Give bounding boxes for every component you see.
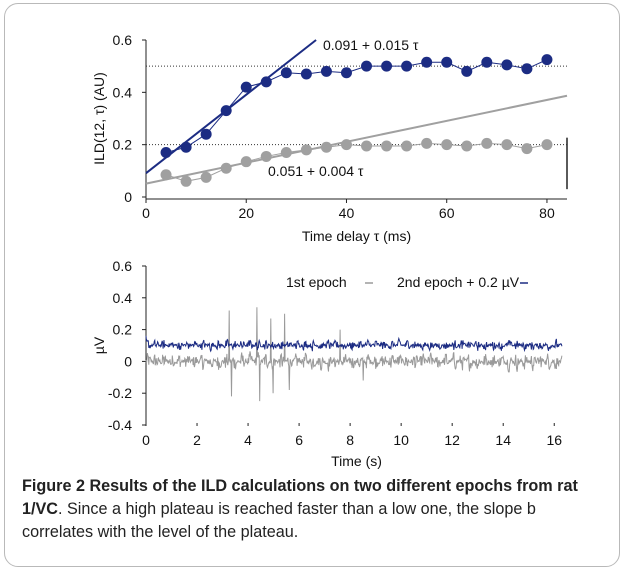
data-point <box>541 54 553 66</box>
data-point <box>361 140 373 152</box>
data-point <box>240 156 252 168</box>
bottom-x-tick-label: 4 <box>244 432 252 448</box>
fit-line-series-2 <box>145 94 568 185</box>
trace-1st-epoch <box>145 307 563 402</box>
top-y-tick-label: 0.4 <box>113 84 133 100</box>
data-point <box>340 67 352 79</box>
bottom-y-tick-label: 0 <box>124 353 132 369</box>
data-point <box>240 81 252 93</box>
bottom-x-tick-label: 16 <box>546 432 562 448</box>
data-point <box>280 147 292 159</box>
data-point <box>160 169 172 181</box>
bottom-x-tick-label: 14 <box>495 432 511 448</box>
data-point <box>300 68 312 80</box>
data-point <box>521 143 533 155</box>
data-point <box>220 162 232 174</box>
caption-text: . Since a high plateau is reached faster… <box>22 500 536 541</box>
top-x-tick-label: 80 <box>539 205 555 221</box>
fit-annotation-series-1: 0.091 + 0.015 τ <box>323 37 419 53</box>
data-point <box>441 56 453 68</box>
bottom-y-tick-label: -0.4 <box>108 417 132 433</box>
data-point <box>521 63 533 75</box>
top-x-tick-label: 0 <box>142 205 150 221</box>
data-point <box>340 139 352 151</box>
legend-label-2nd-epoch: 2nd epoch + 0.2 µV <box>397 274 520 290</box>
trace-2nd-epoch <box>145 335 563 353</box>
data-point <box>361 60 373 72</box>
figure-caption: Figure 2 Results of the ILD calculations… <box>22 475 602 544</box>
data-point <box>421 137 433 149</box>
bottom-x-axis-label: Time (s) <box>331 453 382 469</box>
bottom-x-tick-label: 2 <box>193 432 201 448</box>
bottom-x-tick-label: 12 <box>444 432 460 448</box>
top-y-tick-label: 0.2 <box>113 137 133 153</box>
data-point <box>160 147 172 159</box>
bottom-x-tick-label: 0 <box>142 432 150 448</box>
data-point <box>461 65 473 77</box>
data-point <box>280 67 292 79</box>
bottom-x-tick-label: 10 <box>393 432 409 448</box>
bottom-y-tick-label: 0.4 <box>113 290 133 306</box>
top-y-tick-label: 0 <box>124 189 132 205</box>
data-point <box>260 76 272 88</box>
figure-frame <box>4 3 620 567</box>
data-point <box>481 56 493 68</box>
data-point <box>320 141 332 153</box>
bottom-x-tick-label: 8 <box>346 432 354 448</box>
data-point <box>501 59 513 71</box>
data-point <box>421 56 433 68</box>
caption-title: Figure 2 Results of the ILD calculations… <box>22 477 578 518</box>
top-x-tick-label: 20 <box>238 205 254 221</box>
data-point <box>501 139 513 151</box>
data-point <box>200 128 212 140</box>
data-point <box>180 141 192 153</box>
data-point <box>381 60 393 72</box>
data-point <box>461 140 473 152</box>
data-point <box>320 65 332 77</box>
fit-annotation-series-2: 0.051 + 0.004 τ <box>268 163 364 179</box>
legend-label-1st-epoch: 1st epoch <box>286 274 347 290</box>
data-point <box>381 140 393 152</box>
data-point <box>481 137 493 149</box>
top-y-tick-label: 0.6 <box>113 32 133 48</box>
top-y-axis-label: ILD(12, τ) (AU) <box>91 72 107 165</box>
data-point <box>441 139 453 151</box>
bottom-y-axis-label: µV <box>91 336 107 354</box>
top-x-tick-label: 40 <box>339 205 355 221</box>
bottom-y-tick-label: 0.6 <box>113 258 133 274</box>
data-point <box>401 60 413 72</box>
data-point <box>541 139 553 151</box>
top-x-axis-label: Time delay τ (ms) <box>302 228 411 244</box>
data-point <box>401 140 413 152</box>
data-point <box>220 105 232 117</box>
fit-line-series-1 <box>145 39 317 174</box>
bottom-y-tick-label: 0.2 <box>113 322 133 338</box>
data-point <box>180 175 192 187</box>
bottom-y-tick-label: -0.2 <box>108 385 132 401</box>
data-point <box>200 171 212 183</box>
data-point <box>260 150 272 162</box>
data-point <box>300 144 312 156</box>
top-x-tick-label: 60 <box>439 205 455 221</box>
bottom-x-tick-label: 6 <box>295 432 303 448</box>
